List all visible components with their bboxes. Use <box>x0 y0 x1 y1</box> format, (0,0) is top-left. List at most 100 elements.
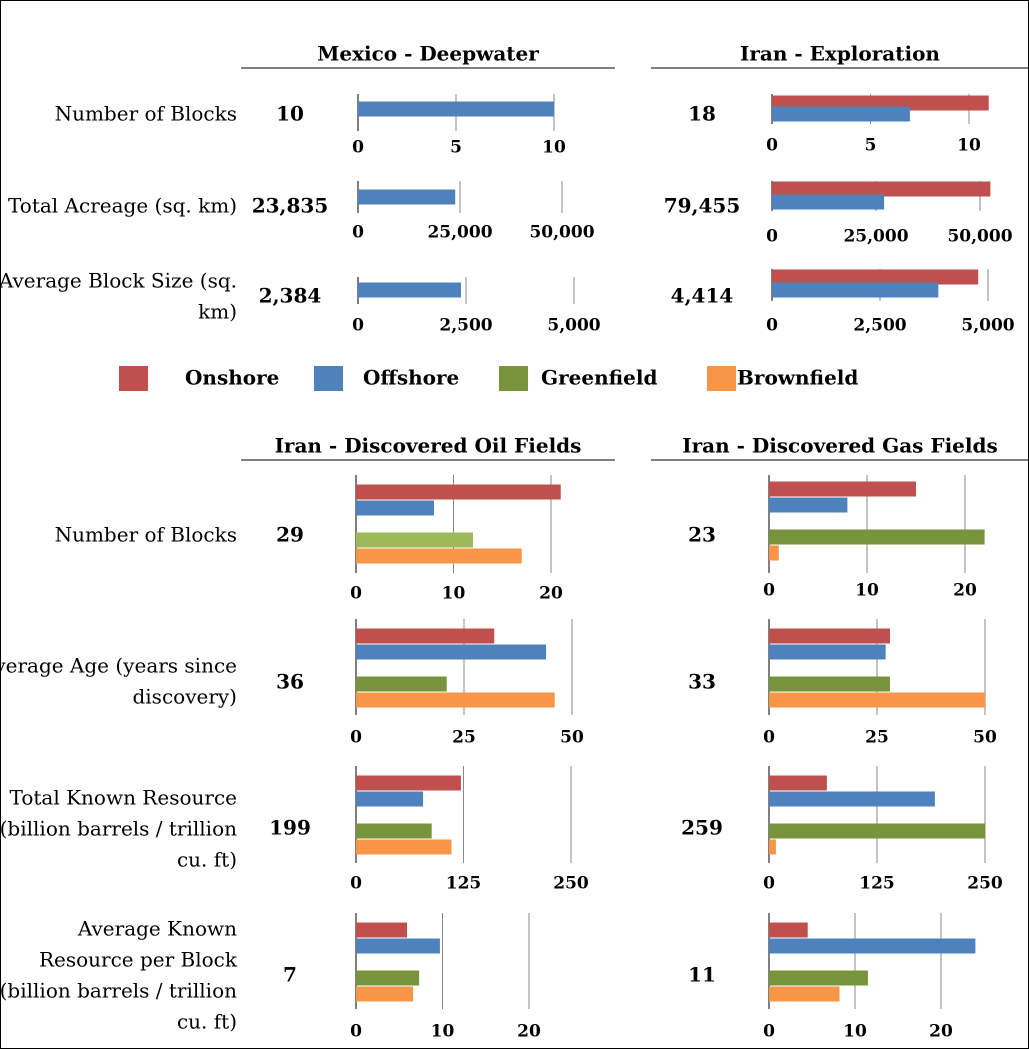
iran-discovered-oil-fields-row-3-bar-greenfield <box>356 823 432 839</box>
iran-discovered-gas-fields-row-4-bar-brownfield <box>769 986 840 1002</box>
top-row-label-2-line-1: Total Acreage (sq. km) <box>8 194 237 218</box>
iran-discovered-gas-fields-row-4-bar-offshore <box>769 938 976 954</box>
iran-discovered-gas-fields-row-1-bar-brownfield <box>769 545 779 561</box>
iran-discovered-oil-fields-row-2-bar-greenfield <box>356 676 447 692</box>
top-row-label-3-line-2: km) <box>198 300 237 324</box>
iran-discovered-gas-fields-row-2-tick-label-1: 25 <box>865 728 889 748</box>
iran-discovered-gas-fields-row-1-bar-greenfield <box>769 529 985 545</box>
bottom-row-label-2-line-2: discovery) <box>132 685 237 709</box>
iran-discovered-gas-fields-row-4-tick-label-2: 20 <box>929 1022 953 1042</box>
mexico-deepwater-row-1-total: 10 <box>276 102 304 126</box>
iran-exploration-row-3-total: 4,414 <box>671 284 734 308</box>
legend-label-brownfield: Brownfield <box>737 366 858 390</box>
iran-discovered-gas-fields-row-3-tick-label-2: 250 <box>967 874 1003 894</box>
iran-discovered-oil-fields-row-1-bar-greenfield <box>356 532 473 548</box>
iran-exploration-row-3-bar-onshore <box>772 269 979 285</box>
iran-discovered-gas-fields-row-1-bar-offshore <box>769 497 848 513</box>
iran-discovered-oil-fields-row-4-bar-offshore <box>356 938 440 954</box>
iran-discovered-oil-fields-row-2-total: 36 <box>276 670 304 694</box>
iran-discovered-gas-fields-row-3-bar-offshore <box>769 791 935 807</box>
iran-discovered-gas-fields-row-1-total: 23 <box>688 523 716 547</box>
top-row-label-1-line-1: Number of Blocks <box>55 102 237 126</box>
iran-discovered-oil-fields-row-2-tick-label-2: 50 <box>560 728 584 748</box>
iran-exploration-row-3-tick-label-1: 2,500 <box>853 316 906 336</box>
iran-discovered-oil-fields-row-3-tick-label-0: 0 <box>350 874 362 894</box>
iran-discovered-gas-fields-row-2-bar-brownfield <box>769 692 985 708</box>
iran-discovered-gas-fields-row-1-tick-label-2: 20 <box>953 581 977 601</box>
mexico-deepwater-row-1-bar-offshore <box>358 101 554 117</box>
legend-label-greenfield: Greenfield <box>541 366 657 390</box>
bottom-row-label-3-line-1: Total Known Resource <box>10 786 237 810</box>
iran-discovered-gas-fields-row-1-tick-label-1: 10 <box>855 581 879 601</box>
iran-exploration-row-1-tick-label-0: 0 <box>766 136 778 156</box>
iran-discovered-gas-fields-row-3-bar-onshore <box>769 775 827 791</box>
iran-discovered-gas-fields-row-3-bar-greenfield <box>769 823 985 839</box>
iran-discovered-oil-fields-row-4-bar-greenfield <box>356 970 420 986</box>
mexico-deepwater-row-2-bar-offshore <box>358 189 456 205</box>
mexico-deepwater-row-1-tick-label-1: 5 <box>450 138 462 158</box>
mexico-deepwater-row-3-tick-label-2: 5,000 <box>547 316 600 336</box>
iran-discovered-oil-fields-row-3-total: 199 <box>269 816 311 840</box>
bottom-row-label-1-line-1: Number of Blocks <box>55 523 237 547</box>
bottom-row-label-4-line-1: Average Known <box>77 917 237 941</box>
iran-exploration-row-3-tick-label-2: 5,000 <box>961 316 1014 336</box>
iran-discovered-oil-fields-row-4-tick-label-1: 10 <box>431 1022 455 1042</box>
iran-discovered-oil-fields-row-1-bar-brownfield <box>356 548 522 564</box>
iran-exploration-row-2-tick-label-0: 0 <box>766 227 778 247</box>
iran-discovered-gas-fields-row-1-bar-onshore <box>769 481 916 497</box>
mexico-deepwater-row-2-tick-label-1: 25,000 <box>427 223 492 243</box>
iran-discovered-oil-fields-row-2-tick-label-0: 0 <box>350 728 362 748</box>
iran-discovered-gas-fields-row-4-total: 11 <box>688 963 716 987</box>
iran-exploration-row-1-tick-label-2: 10 <box>957 136 981 156</box>
iran-discovered-oil-fields-row-3-bar-onshore <box>356 775 461 791</box>
iran-discovered-oil-fields-row-4-total: 7 <box>283 963 297 987</box>
iran-discovered-gas-fields-row-4-tick-label-0: 0 <box>763 1022 775 1042</box>
iran-exploration-row-1-tick-label-1: 5 <box>865 136 877 156</box>
mexico-deepwater-row-3-total: 2,384 <box>259 284 322 308</box>
iran-exploration-row-2-total: 79,455 <box>664 194 741 218</box>
mexico-deepwater-row-3-tick-label-0: 0 <box>352 316 364 336</box>
bottom-row-label-4-line-4: cu. ft) <box>177 1010 237 1034</box>
iran-exploration-row-3-bar-offshore <box>772 282 939 298</box>
iran-discovered-oil-fields-row-1-bar-onshore <box>356 484 561 500</box>
bottom-row-label-3-line-3: cu. ft) <box>177 848 237 872</box>
iran-exploration-row-2-bar-offshore <box>772 194 885 210</box>
iran-discovered-oil-fields-row-3-tick-label-1: 125 <box>446 874 482 894</box>
iran-discovered-oil-fields-title: Iran - Discovered Oil Fields <box>275 434 582 458</box>
legend-label-onshore: Onshore <box>185 366 279 390</box>
iran-discovered-gas-fields-row-4-tick-label-1: 10 <box>843 1022 867 1042</box>
mexico-deepwater-row-2-total: 23,835 <box>252 194 329 218</box>
legend-swatch-offshore <box>314 366 343 391</box>
iran-discovered-gas-fields-row-2-bar-offshore <box>769 644 886 660</box>
iran-discovered-oil-fields-row-3-bar-offshore <box>356 791 424 807</box>
iran-discovered-oil-fields-row-1-tick-label-1: 10 <box>442 584 466 604</box>
iran-discovered-gas-fields-title: Iran - Discovered Gas Fields <box>682 434 998 458</box>
iran-discovered-gas-fields-row-4-bar-onshore <box>769 922 808 938</box>
iran-discovered-gas-fields-row-1-tick-label-0: 0 <box>763 581 775 601</box>
iran-discovered-oil-fields-row-4-tick-label-2: 20 <box>517 1022 541 1042</box>
iran-discovered-oil-fields-row-1-bar-offshore <box>356 500 434 516</box>
iran-discovered-oil-fields-row-2-bar-brownfield <box>356 692 555 708</box>
iran-exploration-row-1-total: 18 <box>688 102 716 126</box>
iran-discovered-oil-fields-row-2-bar-onshore <box>356 628 495 644</box>
iran-discovered-oil-fields-row-2-tick-label-1: 25 <box>452 728 476 748</box>
iran-exploration-row-2-bar-onshore <box>772 181 991 197</box>
iran-discovered-oil-fields-row-3-bar-brownfield <box>356 839 452 855</box>
iran-exploration-row-1-bar-offshore <box>772 106 910 122</box>
iran-discovered-gas-fields-row-3-tick-label-0: 0 <box>763 874 775 894</box>
mexico-deepwater-row-3-bar-offshore <box>358 282 461 298</box>
iran-discovered-gas-fields-row-3-bar-brownfield <box>769 839 776 855</box>
iran-discovered-gas-fields-row-2-total: 33 <box>688 670 716 694</box>
mexico-deepwater-title: Mexico - Deepwater <box>317 42 539 66</box>
mexico-deepwater-row-1-tick-label-0: 0 <box>352 138 364 158</box>
iran-discovered-gas-fields-row-2-bar-onshore <box>769 628 890 644</box>
iran-discovered-gas-fields-row-4-bar-greenfield <box>769 970 868 986</box>
iran-discovered-oil-fields-row-2-bar-offshore <box>356 644 547 660</box>
legend-swatch-onshore <box>119 366 148 391</box>
iran-discovered-oil-fields-row-1-tick-label-0: 0 <box>350 584 362 604</box>
iran-discovered-oil-fields-row-4-bar-brownfield <box>356 986 414 1002</box>
iran-exploration-row-2-tick-label-1: 25,000 <box>843 227 908 247</box>
iran-discovered-oil-fields-row-3-tick-label-2: 250 <box>553 874 589 894</box>
iran-discovered-gas-fields-row-2-tick-label-0: 0 <box>763 728 775 748</box>
